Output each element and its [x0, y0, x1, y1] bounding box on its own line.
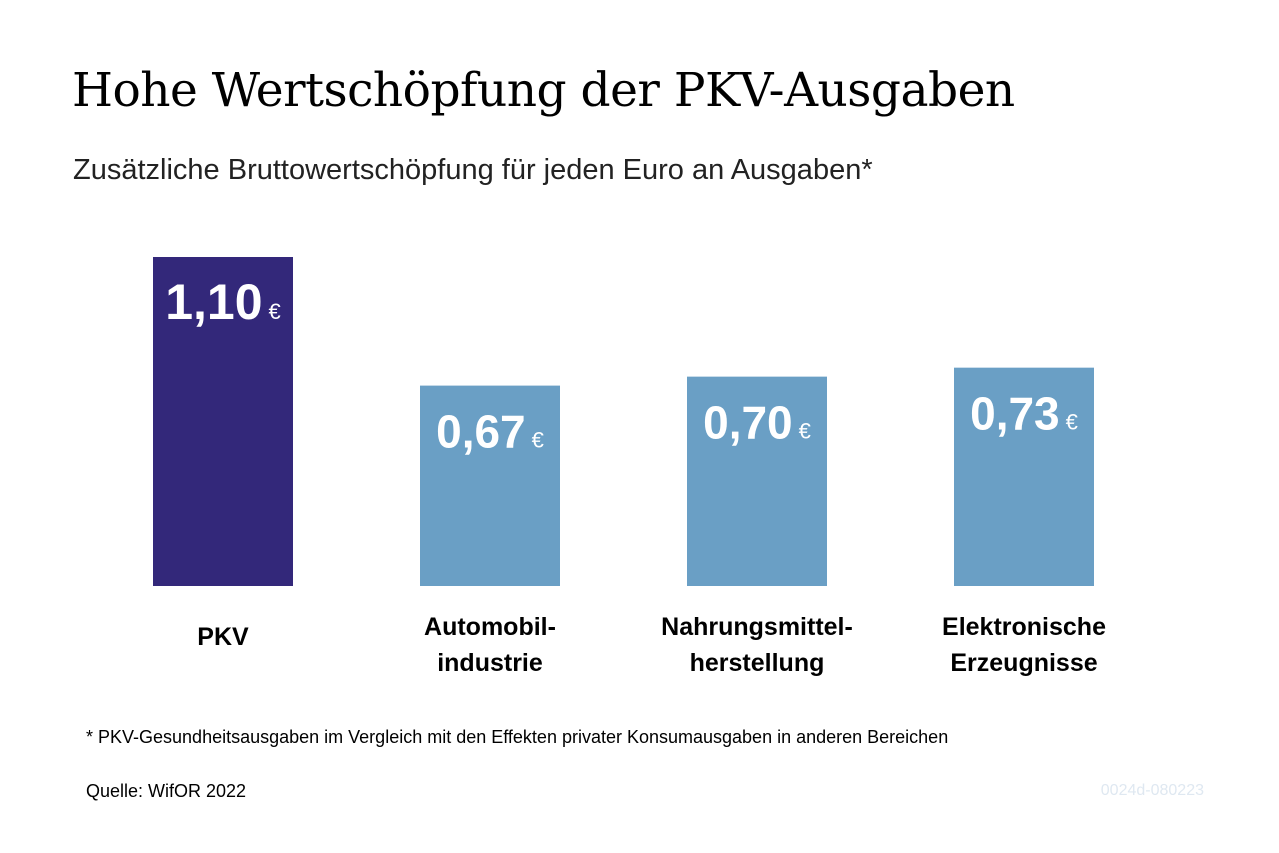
bar-unit: €	[532, 428, 544, 453]
bar-value-label: 0,73 €	[970, 388, 1078, 440]
bar-value: 0,67	[436, 406, 526, 458]
bar-value-label: 1,10 €	[165, 274, 281, 330]
chart-code: 0024d-080223	[1100, 782, 1204, 799]
category-label-line: Elektronische	[942, 613, 1106, 641]
category-label: Elektronische Erzeugnisse	[942, 613, 1106, 677]
footnote: * PKV-Gesundheitsausgaben im Vergleich m…	[86, 727, 949, 747]
category-label: PKV	[197, 623, 249, 651]
bar-3	[687, 376, 827, 586]
source-note: Quelle: WifOR 2022	[86, 781, 247, 801]
chart-subtitle: Zusätzliche Bruttowertschöpfung für jede…	[73, 154, 873, 186]
category-label-line: Automobil-	[424, 613, 556, 641]
category-label-line: herstellung	[690, 649, 825, 677]
category-label: Nahrungsmittel-herstellung	[661, 613, 853, 677]
category-label: Automobil-industrie	[424, 613, 556, 677]
chart-title: Hohe Wertschöpfung der PKV-Ausgaben	[72, 63, 1015, 118]
bar-value-label: 0,70 €	[703, 397, 811, 449]
bar-2	[420, 385, 560, 586]
category-label-line: industrie	[437, 649, 543, 677]
bar-value: 0,73	[970, 388, 1060, 440]
bar-value: 0,70	[703, 397, 793, 449]
category-label-line: Erzeugnisse	[950, 649, 1097, 677]
bar-value: 1,10	[165, 274, 262, 330]
bar-1	[153, 257, 293, 586]
category-label-line: PKV	[197, 623, 249, 651]
bar-value-label: 0,67 €	[436, 406, 544, 458]
bar-unit: €	[799, 419, 811, 444]
category-label-line: Nahrungsmittel-	[661, 613, 853, 641]
bar-unit: €	[269, 299, 281, 324]
bar-unit: €	[1066, 410, 1078, 435]
bar-4	[954, 367, 1094, 586]
